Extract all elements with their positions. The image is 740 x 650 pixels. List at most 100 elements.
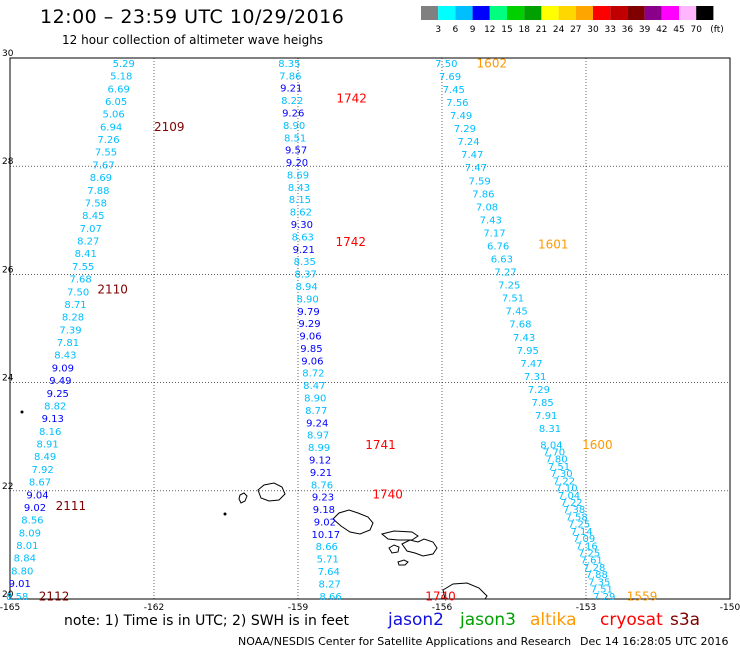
pass-time-label: 1742 — [335, 235, 366, 249]
swh-value: 9.30 — [291, 220, 313, 231]
y-tick-label: 30 — [2, 49, 14, 59]
swh-value: 7.58 — [85, 198, 107, 209]
swh-value: 7.51 — [502, 294, 524, 305]
swh-value: 8.77 — [305, 406, 327, 417]
swh-value: 6.76 — [487, 241, 509, 252]
swh-value: 7.68 — [69, 275, 91, 286]
swh-value: 9.04 — [26, 490, 48, 501]
pass-time-label: 1600 — [582, 438, 613, 452]
x-tick-label: -165 — [0, 603, 20, 613]
swh-value: 9.06 — [301, 356, 323, 367]
swh-value: 7.29 — [454, 124, 476, 135]
swh-value: 7.88 — [87, 186, 109, 197]
swh-value: 8.27 — [319, 579, 341, 590]
swh-value: 9.49 — [49, 376, 71, 387]
swh-value: 9.26 — [282, 108, 304, 119]
swh-value: 7.50 — [67, 287, 89, 298]
colorbar-label: 18 — [518, 25, 530, 35]
swh-value: 8.35 — [294, 257, 316, 268]
colorbar-swatch — [472, 6, 490, 20]
colorbar-swatch — [541, 6, 559, 20]
x-tick-label: -162 — [144, 603, 164, 613]
swh-value: 8.67 — [29, 478, 51, 489]
pass-time-label: 2111 — [56, 499, 87, 513]
pass-time-label: 2110 — [97, 283, 128, 297]
colorbar-swatch — [593, 6, 611, 20]
swh-value: 9.85 — [300, 344, 322, 355]
swh-value: 7.51 — [591, 585, 613, 596]
swh-value: 7.45 — [506, 307, 528, 318]
swh-value: 9.02 — [24, 503, 46, 514]
swh-value: 8.62 — [290, 208, 312, 219]
swh-value: 8.22 — [281, 96, 303, 107]
colorbar-label: 6 — [453, 25, 459, 35]
y-tick-label: 24 — [2, 374, 14, 384]
swh-value: 5.18 — [110, 72, 132, 83]
swh-value: 8.28 — [62, 313, 84, 324]
swh-value: 8.31 — [539, 424, 561, 435]
track-altika-south: 8.047.707.807.517.307.227.107.047.227.38… — [540, 438, 657, 603]
hawaiian-islands — [20, 410, 488, 600]
pass-time-label: 1602 — [477, 56, 508, 70]
swh-value: 7.47 — [461, 150, 483, 161]
swh-value: 7.86 — [279, 71, 301, 82]
swh-value: 9.24 — [306, 418, 328, 429]
swh-value: 9.21 — [280, 84, 302, 95]
swh-value: 7.49 — [450, 111, 472, 122]
swh-value: 7.86 — [472, 189, 494, 200]
swh-value: 8.47 — [303, 381, 325, 392]
island-molokai — [380, 530, 419, 541]
swh-value: 6.63 — [491, 255, 513, 266]
swh-value: 7.31 — [524, 372, 546, 383]
colorbar-label: 33 — [604, 25, 615, 35]
swh-value: 7.07 — [80, 224, 102, 235]
swh-value: 7.70 — [543, 448, 565, 459]
island-oahu — [332, 509, 374, 535]
pass-time-label: 1559 — [627, 589, 658, 603]
y-tick-label: 22 — [2, 482, 13, 492]
swh-value: 8.43 — [54, 351, 76, 362]
swh-value: 8.01 — [16, 541, 38, 552]
colorbar-label: 42 — [656, 25, 667, 35]
swh-value: 7.24 — [457, 137, 479, 148]
colorbar-swatch — [575, 6, 593, 20]
swh-value: 9.09 — [52, 363, 74, 374]
track-s3a: 5.295.186.696.055.066.947.267.557.678.69… — [6, 59, 184, 603]
swh-value: 7.25 — [578, 549, 600, 560]
island-dot — [20, 410, 24, 414]
island-lanai — [388, 544, 400, 554]
chart-subtitle: 12 hour collection of altimeter wave hei… — [62, 33, 324, 47]
colorbar-swatch — [438, 6, 456, 20]
swh-value: 8.09 — [19, 528, 41, 539]
island-niihau — [238, 492, 248, 504]
colorbar-swatch — [455, 6, 473, 20]
swh-value: 8.72 — [302, 369, 324, 380]
swh-value: 7.38 — [563, 505, 585, 516]
swh-value: 9.21 — [293, 245, 315, 256]
colorbar-swatch — [627, 6, 645, 20]
colorbar-label: 24 — [553, 25, 565, 35]
wave-height-colorbar: 3 6 9 12 15 18 21 24 27 30 33 36 39 42 45 70 (ft) — [421, 6, 724, 35]
swh-value: 8.56 — [21, 516, 43, 527]
swh-value: 9.21 — [310, 468, 332, 479]
colorbar-label: 70 — [690, 25, 702, 35]
swh-value: 7.88 — [586, 570, 608, 581]
swh-value: 8.97 — [307, 431, 329, 442]
swh-value: 9.02 — [314, 517, 336, 528]
pass-time-label: 1740 — [425, 589, 456, 603]
swh-value: 7.30 — [550, 469, 572, 480]
track-altika-north: 7.50 7.69 7.45 7.56 7.49 7.29 7.24 7.47 7.47 7.59… — [435, 56, 568, 435]
colorbar-swatch — [558, 6, 576, 20]
swh-value: 8.35 — [278, 59, 300, 70]
swh-value: 8.82 — [44, 401, 66, 412]
satellite-tracks: 5.295.186.696.055.066.947.267.557.678.69… — [6, 56, 657, 603]
chart-title: 12:00 – 23:59 UTC 10/29/2016 — [40, 6, 345, 28]
swh-value: 7.67 — [92, 160, 114, 171]
swh-value: 8.37 — [295, 270, 317, 281]
swh-value: 8.71 — [64, 300, 86, 311]
colorbar-label: 30 — [587, 25, 599, 35]
swh-value: 9.12 — [309, 455, 331, 466]
swh-value: 7.04 — [558, 491, 580, 502]
swh-value: 7.45 — [443, 85, 465, 96]
